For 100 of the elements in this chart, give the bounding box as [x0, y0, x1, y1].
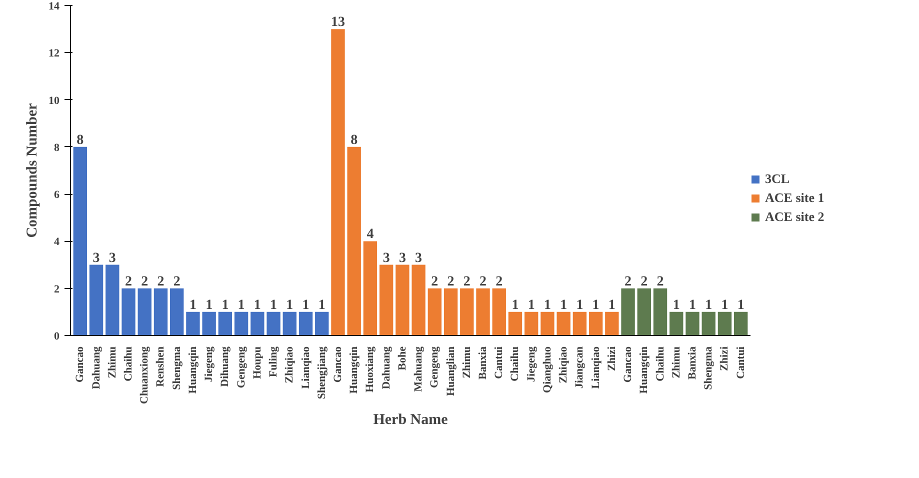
data-label: 1	[302, 298, 310, 313]
legend-label: ACE site 1	[765, 190, 824, 206]
data-label: 4	[366, 227, 374, 242]
x-tick-label: Huangqin	[348, 346, 360, 394]
x-tick-label: Banxia	[686, 346, 698, 380]
data-label: 1	[688, 298, 696, 313]
x-tick-label: Dihuang	[219, 346, 232, 387]
x-tick-label: Huoxiang	[364, 346, 376, 392]
data-label: 1	[737, 298, 744, 313]
data-label: 3	[415, 250, 422, 266]
bar	[444, 288, 458, 336]
bar	[718, 312, 732, 336]
data-label: 1	[672, 298, 680, 313]
data-label: 1	[189, 298, 196, 313]
data-label: 1	[592, 298, 600, 313]
bar	[621, 288, 635, 336]
data-label: 3	[398, 250, 406, 266]
bar	[572, 312, 587, 336]
x-tick-label: Zhiqiao	[284, 346, 296, 384]
x-tick-label: Mahuang	[412, 346, 425, 392]
bar	[412, 264, 426, 336]
x-tick-label: Zhizi	[718, 346, 731, 371]
bar	[363, 241, 378, 336]
x-tick-label: Qianghuo	[541, 346, 554, 393]
bar	[492, 288, 506, 336]
x-tick-label: Lianqiao	[590, 346, 602, 389]
legend-label: 3CL	[765, 171, 790, 187]
data-label: 2	[447, 274, 454, 290]
bar	[653, 288, 668, 336]
bar	[315, 312, 329, 336]
y-tick-label: 14	[48, 0, 60, 12]
data-label: 1	[238, 298, 245, 313]
data-label: 8	[76, 132, 84, 148]
x-axis-title: Herb Name	[373, 412, 448, 428]
data-label: 8	[350, 132, 358, 148]
bar	[122, 288, 136, 336]
bar	[250, 312, 264, 336]
y-tick-label: 10	[48, 94, 60, 107]
x-tick-label: Huangqin	[638, 346, 650, 394]
x-tick-label: Zhimu	[106, 346, 118, 378]
data-label: 2	[656, 274, 664, 290]
x-tick-label: Gancao	[622, 346, 634, 383]
bar	[218, 312, 232, 336]
x-tick-label: Cantui	[493, 346, 506, 379]
x-tick-label: Bohe	[396, 346, 408, 370]
x-tick-label: Shengma	[702, 346, 715, 390]
x-tick-label: Zhimu	[460, 346, 473, 378]
bar	[734, 312, 748, 336]
data-label: 2	[141, 274, 148, 290]
data-label: 1	[206, 298, 213, 313]
bar	[540, 312, 554, 336]
data-label: 2	[496, 274, 503, 290]
x-tick-label: Fuling	[268, 346, 280, 378]
data-label: 1	[560, 298, 568, 313]
data-label: 1	[705, 298, 712, 313]
x-tick-label: Gengeng	[235, 346, 248, 388]
x-tick-label: Zhimu	[670, 346, 682, 378]
x-tick-label: Renshen	[154, 346, 167, 387]
data-label: 2	[173, 274, 180, 290]
bar	[282, 312, 296, 336]
x-tick-label: Huangqin	[186, 346, 199, 394]
data-label: 3	[92, 250, 100, 266]
x-tick-label: Lianqiao	[300, 346, 312, 389]
data-label: 2	[125, 274, 132, 290]
x-tick-label: Chaihu	[122, 346, 135, 382]
bar	[331, 29, 345, 336]
bar	[266, 312, 280, 336]
data-label: 3	[108, 250, 116, 266]
x-tick-label: Shengma	[170, 346, 183, 390]
data-label: 13	[330, 15, 345, 30]
data-label: 2	[431, 274, 438, 290]
bar	[637, 288, 651, 336]
x-tick-label: Gancao	[74, 346, 86, 383]
y-tick-label: 6	[54, 189, 60, 202]
data-label: 2	[624, 274, 632, 290]
x-tick-label: Jiegeng	[525, 346, 538, 382]
bar	[138, 288, 152, 336]
bar	[605, 312, 619, 336]
x-tick-label: Chuanxiong	[138, 346, 151, 404]
data-label: 2	[480, 274, 487, 290]
legend-label: ACE site 2	[765, 209, 824, 225]
x-tick-label: Jiegeng	[203, 346, 216, 382]
bar	[588, 312, 603, 336]
data-label: 1	[222, 298, 229, 313]
bar	[170, 288, 184, 336]
x-tick-label: Chaihu	[654, 346, 666, 382]
bar	[202, 312, 216, 336]
bar	[460, 288, 474, 336]
data-label: 1	[608, 298, 616, 313]
bar	[186, 312, 200, 336]
x-tick-label: Shengjiang	[316, 346, 328, 400]
x-tick-label: Gancao	[332, 346, 344, 383]
data-label: 3	[382, 250, 390, 266]
bar	[347, 146, 361, 336]
data-label: 1	[544, 298, 551, 313]
data-label: 1	[254, 298, 261, 313]
bar	[298, 312, 313, 336]
bar	[508, 312, 522, 336]
y-tick-label: 0	[54, 330, 60, 342]
x-tick-label: Houpu	[251, 346, 264, 379]
